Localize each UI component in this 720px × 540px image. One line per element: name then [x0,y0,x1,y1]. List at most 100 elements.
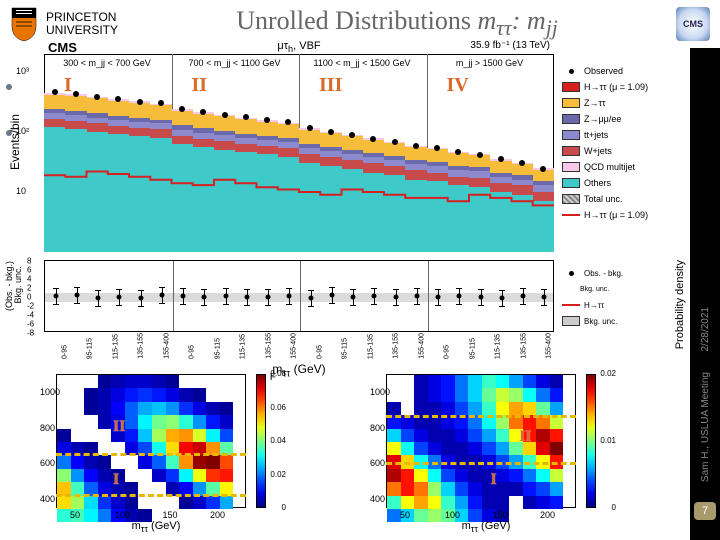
heatmap-xtick: 50 [400,510,410,520]
heatmap-pixel [152,469,166,482]
legend-ttjets: tt+jets [584,130,608,140]
heatmap-pixel [496,469,510,482]
heatmap-pixel [179,455,193,468]
heatmap-pixel [179,496,193,509]
data-marker [243,114,249,120]
heatmap-pixel [125,415,139,428]
ratio-xtick: 115-135 [240,334,247,359]
heatmap-pixel [193,375,207,388]
heatmap-pixel [441,482,455,495]
cbar-tick: 0 [612,503,616,512]
heatmap-pixel [71,375,85,388]
channel-label: μτh, VBF [277,40,320,54]
ratio-marker [308,295,313,300]
heatmap-pixel [428,509,442,522]
heatmap-pixel [441,429,455,442]
heatmap-ytick: 1000 [40,387,60,397]
ratio-marker [457,294,462,299]
heatmap-pixel [84,375,98,388]
heatmap-pixel [138,455,152,468]
ratio-marker [414,293,419,298]
stacked-histogram: CMS μτh, VBF 35.9 fb⁻¹ (13 TeV) Events/b… [44,54,554,252]
heatmap-pixel [496,482,510,495]
ratio-marker [393,295,398,300]
heatmap-pixel [387,469,401,482]
cbar-tick: 0.02 [600,369,616,378]
heatmap-pixel [441,442,455,455]
heatmap-pixel [179,415,193,428]
heatmap-pixel [57,469,71,482]
heatmap-pixel [482,496,496,509]
ratio-marker [329,293,334,298]
swatch-icon [562,194,580,204]
heatmap-pixel [71,415,85,428]
ratio-xtick: 155-400 [291,333,298,359]
heatmap-pixel [468,482,482,495]
ytick-label: 10³ [16,66,29,76]
marker-icon [562,268,580,278]
heatmap-pixel [138,429,152,442]
heatmap-pixel [220,388,234,401]
heatmap-pixel [193,388,207,401]
heatmap-pixel [536,429,550,442]
heatmap-pixel [482,442,496,455]
data-marker [455,149,461,155]
heatmap-pixel [428,388,442,401]
heatmap-pixel [57,415,71,428]
heatmap-pixel [550,375,564,388]
heatmap-pixel [468,402,482,415]
rl-obs: Obs. - bkg. [584,269,623,278]
princeton-text: PRINCETON UNIVERSITY [46,11,118,37]
heatmap-pixel [428,375,442,388]
ratio-ytick: 8 [27,257,31,266]
heatmap-pixel [536,388,550,401]
heatmap-pixel [509,388,523,401]
heatmap-pixel [125,496,139,509]
heatmap-pixel [441,469,455,482]
heatmap-ytick: 400 [40,494,55,504]
heatmap-pixel [536,402,550,415]
heatmap-pixel [550,482,564,495]
heatmap-pixel [414,375,428,388]
heatmap-pixel [387,482,401,495]
ratio-xtick: 115-135 [112,334,119,359]
colorbar [256,374,266,508]
ratio-marker [436,295,441,300]
dashed-line [386,462,576,465]
heatmap-pixel [468,429,482,442]
heatmap-pixel [414,469,428,482]
heatmap-pixel [441,388,455,401]
legend-qcd: QCD multijet [584,162,635,172]
bullet-icon [6,84,12,90]
data-marker [477,152,483,158]
data-marker [307,125,313,131]
ratio-xtick: 155-400 [546,333,553,359]
heatmap-pixel [98,429,112,442]
heatmap-pixel [468,388,482,401]
heatmap-xlabel: mττ (GeV) [132,520,181,534]
ratio-marker [202,295,207,300]
heatmap-pixel [536,442,550,455]
ratio-ytick: -8 [27,329,34,338]
lumi-label: 35.9 fb⁻¹ (13 TeV) [470,40,550,51]
data-marker [540,166,546,172]
heatmap-pixel [482,375,496,388]
ratio-marker [96,296,101,301]
cms-text: CMS [48,40,77,55]
data-marker [434,145,440,151]
ratio-marker [372,294,377,299]
swatch-icon [562,114,580,124]
heatmap-pixel [523,496,537,509]
heatmap-pixel [71,496,85,509]
ratio-xtick: 0-95 [61,345,68,359]
heatmap-pixel [401,442,415,455]
heatmap-plot [56,374,246,508]
ratio-ylabel: (Obs. - bkg.) Bkg. unc. [5,261,23,311]
y-axis-label: Events/bin [8,114,22,170]
heatmap-pixel [125,455,139,468]
heatmap-pixel [166,469,180,482]
heatmap-pixel [98,469,112,482]
heatmap-pixel [98,509,112,522]
data-marker [328,129,334,135]
data-marker [392,139,398,145]
